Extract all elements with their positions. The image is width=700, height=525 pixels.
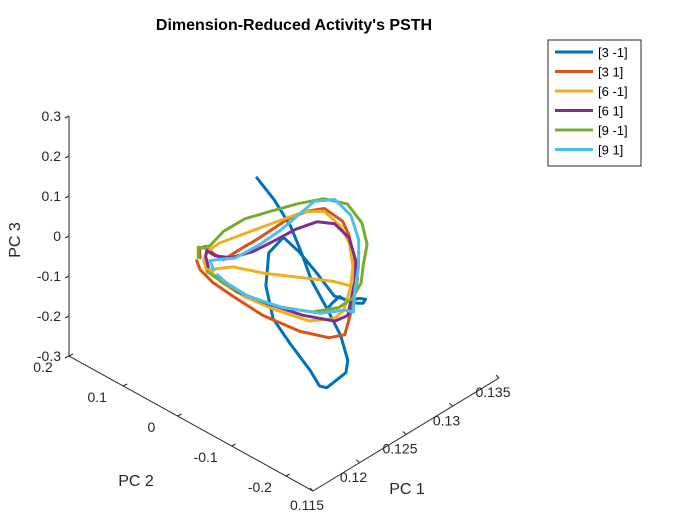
z-tick [64,355,70,359]
x-tick [495,374,500,379]
z-tick [64,315,70,319]
z-axis-label: PC 3 [7,222,24,258]
z-tick-label: 0.1 [42,188,62,204]
legend-label: [9 -1] [598,123,628,138]
z-tick-label: -0.2 [37,308,61,324]
series-line-2 [202,209,355,323]
z-tick [64,155,70,159]
chart-title: Dimension-Reduced Activity's PSTH [156,17,432,34]
legend: [3 -1] [3 1] [6 -1] [6 1] [9 -1] [9 1] [547,39,642,167]
z-tick-label: 0.2 [42,148,62,164]
y-tick-label: 0.1 [87,389,107,405]
y-tick [68,353,74,357]
legend-label: [3 1] [598,65,623,80]
z-tick [64,115,70,119]
legend-label: [6 -1] [598,84,628,99]
legend-label: [9 1] [598,143,623,158]
z-tick [64,275,70,279]
y-tick [285,473,291,477]
series-line-5 [208,198,361,315]
x-tick-label: 0.125 [382,441,417,457]
z-tick [64,195,70,199]
z-tick [64,235,70,239]
y-tick [177,413,182,417]
z-tick-label: -0.3 [37,348,61,364]
z-tick-label: 0 [53,228,61,244]
y-tick-label: 0 [148,419,156,435]
z-tick-label: -0.1 [37,268,61,284]
x-tick-label: 0.115 [290,497,324,513]
y-tick-label: 0.2 [33,359,53,375]
y-axis-label: PC 2 [118,473,154,490]
y-tick [231,443,236,447]
x-tick-label: 0.13 [433,412,460,428]
legend-label: [3 -1] [598,45,628,60]
series-line-3 [204,220,358,323]
y-tick [122,383,128,387]
x-tick-label: 0.12 [340,469,367,485]
x-tick-label: 0.135 [475,384,510,400]
x-axis-label: PC 1 [389,481,425,498]
plot-area [195,176,369,390]
y-tick-label: -0.1 [194,449,218,465]
z-tick-label: 0.3 [42,108,62,124]
y-tick-label: -0.2 [248,479,272,495]
y-axis-line [68,355,314,492]
legend-box [547,39,642,167]
x-tick [449,402,453,407]
legend-label: [6 1] [598,104,623,119]
axes-3d: 0.1150.120.1250.130.135-0.2-0.100.10.2-0… [33,108,510,513]
x-tick [402,431,407,435]
x-tick [356,459,360,464]
